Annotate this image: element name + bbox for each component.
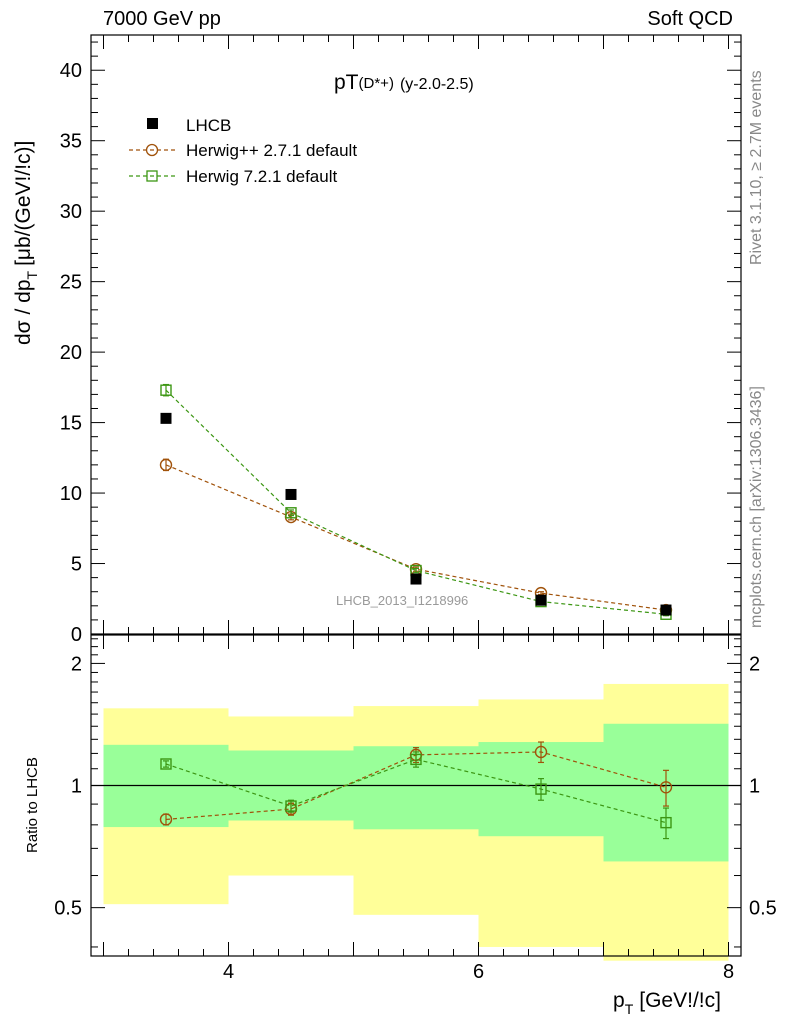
- y-tick-label-main: 20: [60, 342, 82, 364]
- title-main: pT: [334, 71, 359, 94]
- xlabel-sub-t: T: [625, 1001, 634, 1017]
- analysis-watermark: LHCB_2013_I1218996: [336, 593, 468, 608]
- y-tick-label-main: 15: [60, 413, 82, 435]
- ratio-herwigpp-point: [659, 781, 673, 794]
- header-right-label: Soft QCD: [647, 8, 733, 30]
- y-axis-label-main: dσ / dpT [μb/(GeV!/!c)]: [12, 141, 40, 345]
- title-particle: (D*+): [359, 75, 394, 92]
- y-tick-label-ratio-left: 1: [71, 776, 82, 798]
- legend-label-herwig7: Herwig 7.2.1 default: [186, 167, 337, 186]
- ratio-herwig7-line: [165, 758, 667, 824]
- y-tick-label-main: 5: [71, 554, 82, 576]
- y-axis-label-ratio: Ratio to LHCB: [24, 757, 41, 853]
- x-axis-label: pT [GeV!/!c]: [613, 989, 721, 1017]
- ratio-herwig7-point: [285, 800, 297, 812]
- legend-marker-herwigpp: [145, 143, 159, 157]
- y-tick-label-main: 10: [60, 483, 82, 505]
- ylabel-main: dσ / dp: [12, 279, 35, 345]
- main-herwigpp-point: [159, 458, 173, 472]
- legend-label-herwigpp: Herwig++ 2.7.1 default: [186, 141, 357, 160]
- y-tick-label-main: 35: [60, 131, 82, 153]
- legend-marker-herwig7: [146, 170, 158, 182]
- y-tick-label-ratio-right: 0.5: [749, 898, 777, 920]
- main-herwig7-point: [285, 507, 297, 519]
- svg-text:dσ / dpT[μb/(GeV!/!c)]: dσ / dpT [μb/(GeV!/!c)]: [12, 141, 40, 345]
- legend-label-lhcb: LHCB: [186, 116, 231, 135]
- ratio-series: [159, 741, 673, 840]
- ratio-bands: [103, 683, 729, 961]
- x-tick-label: 4: [223, 961, 234, 983]
- axis-labels: 0 5 10 15 20 25 30 35 40 0.5 0.5 1 1 2 2 4 6 8: [54, 60, 777, 983]
- plot-title: pT(D*+) (y-2.0-2.5): [334, 71, 474, 94]
- y-tick-label-main: 25: [60, 272, 82, 294]
- y-tick-label-ratio-right: 2: [749, 653, 760, 675]
- y-tick-label-ratio-left: 2: [71, 653, 82, 675]
- ratio-herwig7-point: [660, 816, 672, 829]
- mcplots-info: mcplots.cern.ch [arXiv:1306.3436]: [748, 386, 765, 628]
- ylabel-sub-t: T: [24, 270, 40, 279]
- rivet-info: Rivet 3.1.10, ≥ 2.7M events: [748, 70, 765, 265]
- y-tick-label-main: 30: [60, 201, 82, 223]
- ratio-herwig7-point: [535, 783, 547, 795]
- xlabel-unit: [GeV!/!c]: [639, 989, 721, 1012]
- main-frame: [90, 34, 742, 635]
- x-tick-label: 8: [723, 961, 734, 983]
- main-lhcb-point: [660, 604, 672, 616]
- legend: LHCB Herwig++ 2.7.1 default Herwig 7.2.1…: [129, 116, 357, 186]
- x-tick-label: 6: [473, 961, 484, 983]
- y-tick-label-main: 0: [71, 624, 82, 646]
- header-left-label: 7000 GeV pp: [103, 8, 221, 30]
- y-tick-label-ratio-left: 0.5: [54, 898, 82, 920]
- main-herwig7-line: [165, 389, 667, 615]
- legend-marker-lhcb: [147, 118, 158, 129]
- ratio-herwigpp-point: [534, 745, 548, 759]
- plot-frames: [90, 34, 742, 957]
- main-lhcb-point: [285, 488, 297, 500]
- main-lhcb-point: [410, 573, 422, 585]
- ratio-herwigpp-point: [159, 813, 173, 826]
- ylabel-unit: [μb/(GeV!/!c)]: [12, 141, 35, 266]
- title-range: (y-2.0-2.5): [400, 76, 474, 93]
- main-herwigpp-line: [165, 464, 667, 611]
- ratio-herwig7-point: [160, 758, 172, 770]
- main-lhcb-point: [535, 594, 547, 606]
- main-herwig7-point: [160, 384, 172, 396]
- ratio-herwig7-point: [410, 753, 422, 766]
- y-tick-label-main: 40: [60, 60, 82, 82]
- ratio-frame: [90, 634, 742, 957]
- y-tick-label-ratio-right: 1: [749, 776, 760, 798]
- main-lhcb-point: [160, 412, 172, 424]
- axis-ticks: [91, 35, 741, 956]
- xlabel-p: p: [613, 989, 625, 1012]
- main-series: [159, 383, 673, 620]
